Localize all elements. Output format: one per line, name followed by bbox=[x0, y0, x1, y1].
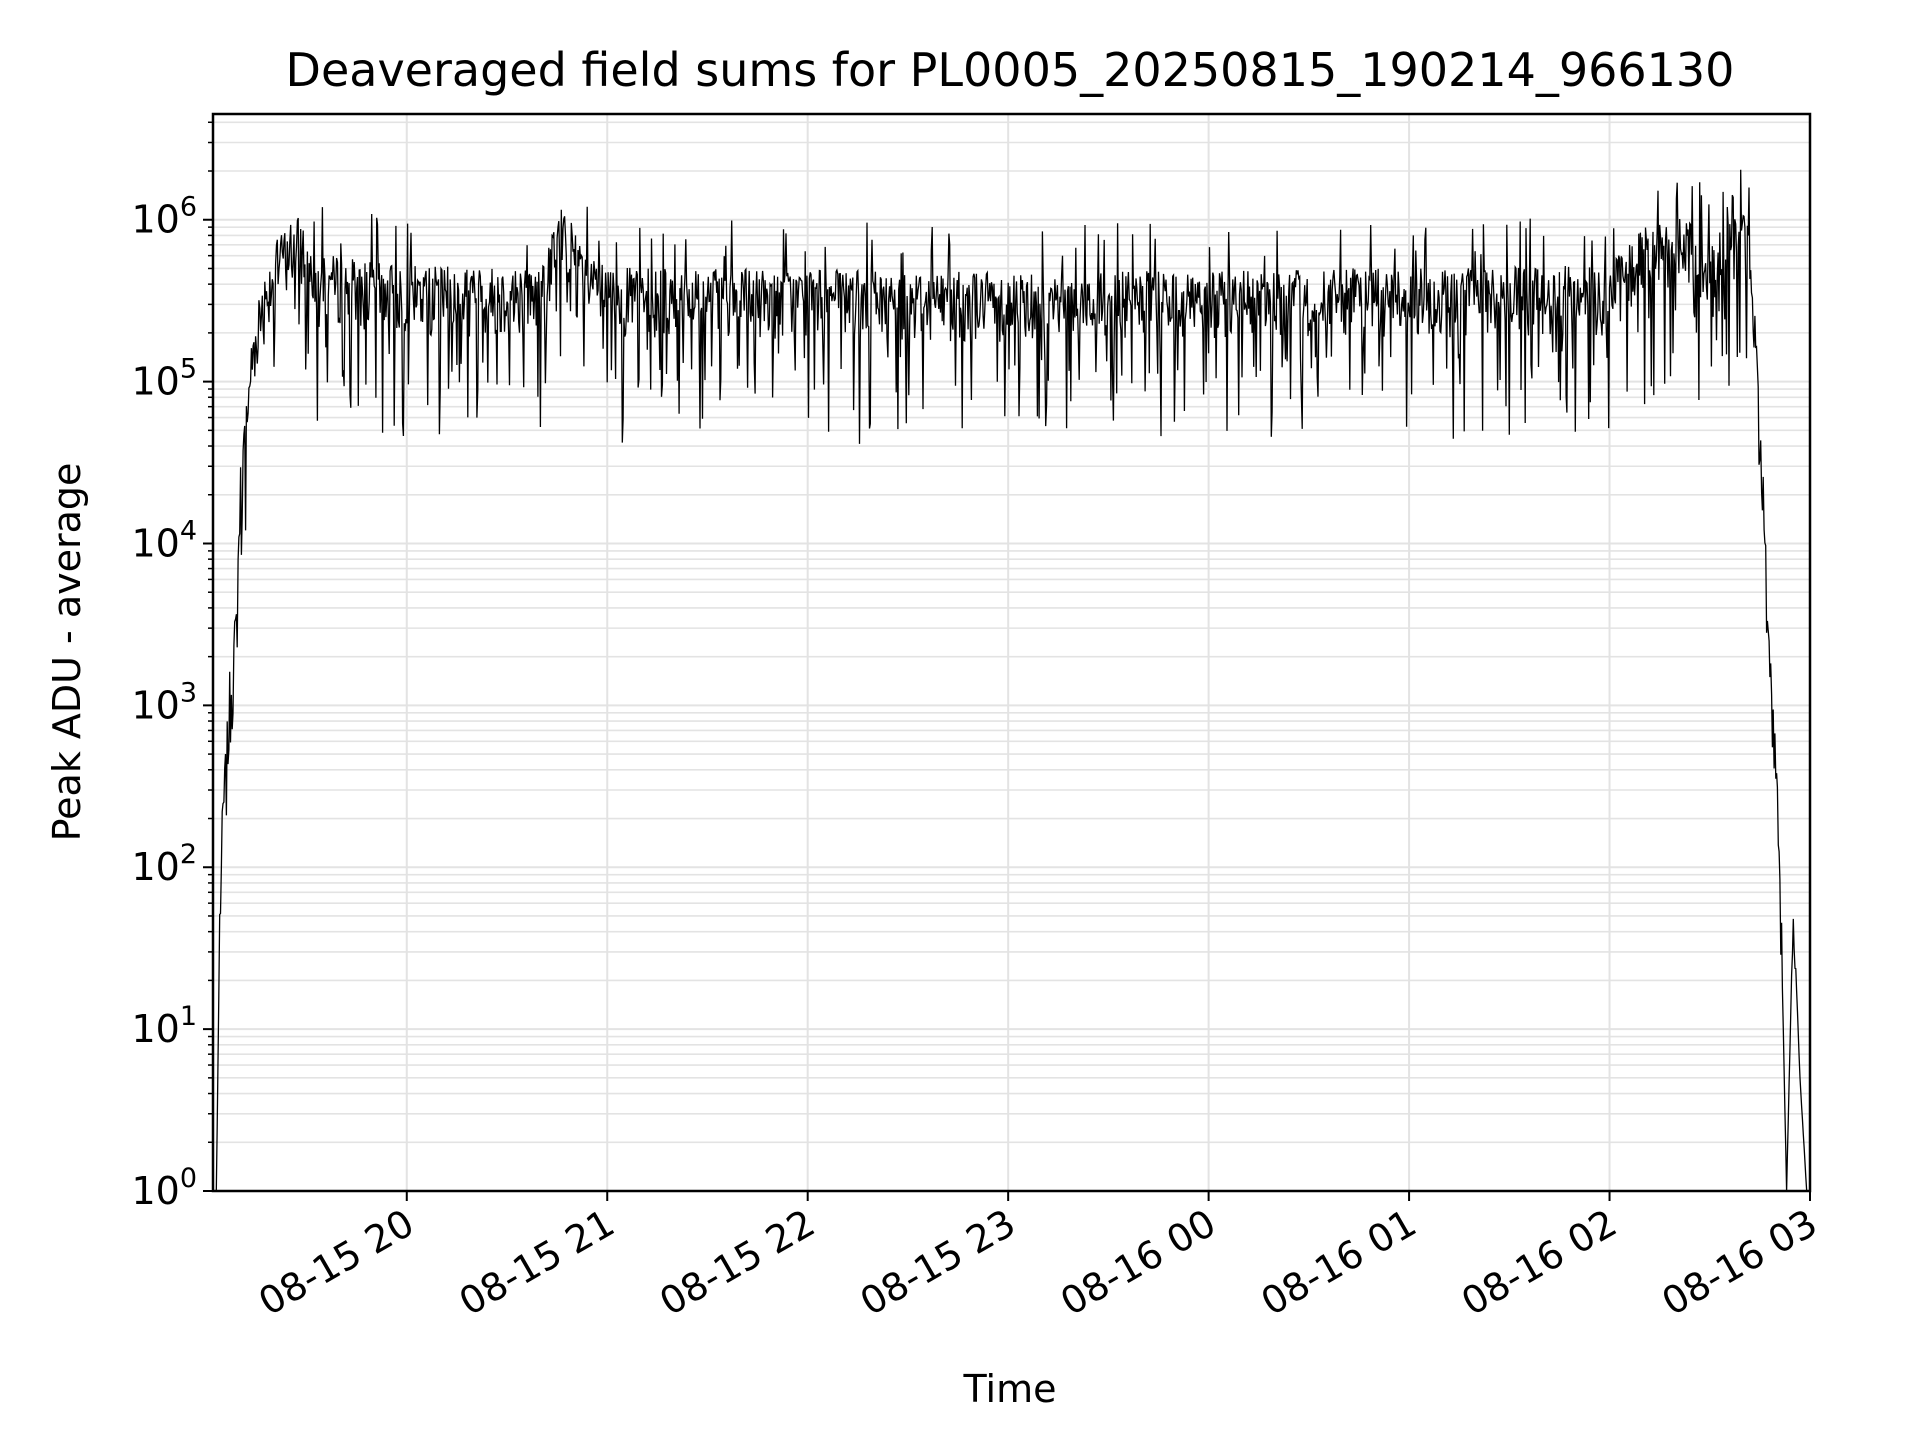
y-tick-label: 105 bbox=[131, 354, 197, 404]
x-axis-label: Time bbox=[963, 1367, 1057, 1411]
plot-frame bbox=[211, 112, 1812, 1193]
series-line bbox=[215, 169, 1808, 1191]
y-tick-label: 104 bbox=[131, 515, 197, 565]
y-tick-label: 101 bbox=[131, 1001, 197, 1051]
y-tick-label: 103 bbox=[131, 677, 197, 727]
grid bbox=[213, 114, 1811, 1192]
chart-title: Deaveraged field sums for PL0005_2025081… bbox=[286, 43, 1735, 97]
plot-area bbox=[215, 169, 1808, 1191]
y-axis-label: Peak ADU - average bbox=[45, 463, 89, 842]
y-tick-label: 102 bbox=[131, 839, 197, 889]
y-tick-label: 106 bbox=[131, 192, 197, 242]
y-tick-label: 100 bbox=[131, 1163, 197, 1213]
y-axis: 100 101 102 103 104 105 106 bbox=[131, 121, 213, 1213]
